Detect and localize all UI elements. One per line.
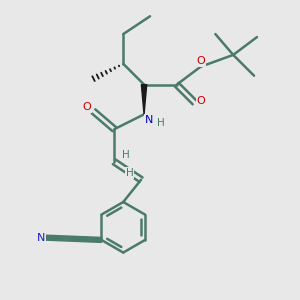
Text: H: H	[157, 118, 164, 128]
Polygon shape	[141, 85, 147, 114]
Text: H: H	[126, 168, 134, 178]
Text: O: O	[196, 56, 205, 66]
Text: N: N	[145, 115, 154, 125]
Text: N: N	[36, 233, 45, 243]
Text: O: O	[82, 102, 91, 112]
Text: O: O	[197, 96, 206, 106]
Text: H: H	[122, 150, 130, 161]
